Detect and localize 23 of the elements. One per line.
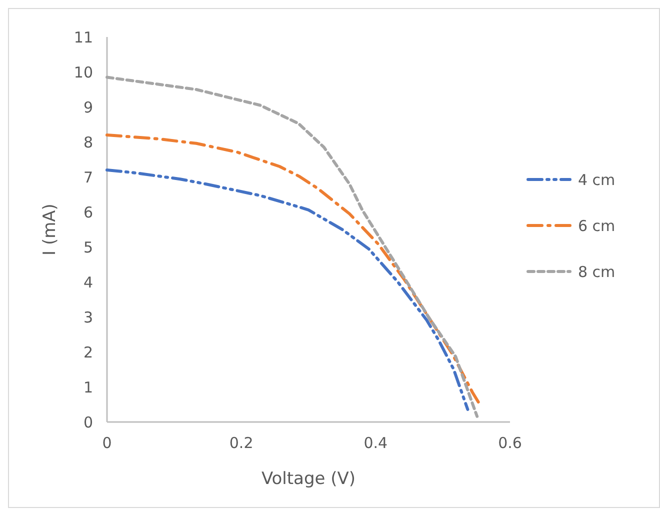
y-tick-label: 3 — [83, 308, 93, 326]
y-tick-label: 2 — [83, 343, 93, 362]
y-tick-label: 8 — [83, 133, 93, 152]
x-axis-title: Voltage (V) — [261, 469, 356, 489]
y-tick-label: 11 — [74, 28, 93, 46]
legend-label: 6 cm — [578, 216, 616, 235]
y-axis-title: I (mA) — [40, 204, 60, 256]
y-tick-label: 1 — [83, 378, 93, 396]
x-tick-label: 0 — [102, 434, 112, 452]
x-tick-label: 0.6 — [498, 434, 522, 452]
legend-label: 4 cm — [578, 170, 616, 189]
y-tick-label: 5 — [83, 238, 93, 256]
y-tick-label: 9 — [83, 98, 93, 116]
y-tick-label: 4 — [83, 273, 93, 292]
y-tick-label: 0 — [83, 413, 93, 432]
legend-label: 8 cm — [578, 262, 616, 281]
y-tick-label: 6 — [83, 203, 93, 222]
x-tick-label: 0.4 — [364, 434, 388, 452]
y-tick-label: 7 — [83, 168, 93, 186]
x-tick-label: 0.2 — [229, 434, 254, 452]
line-series — [106, 76, 479, 418]
line-series — [106, 168, 470, 411]
y-tick-label: 10 — [74, 63, 93, 82]
